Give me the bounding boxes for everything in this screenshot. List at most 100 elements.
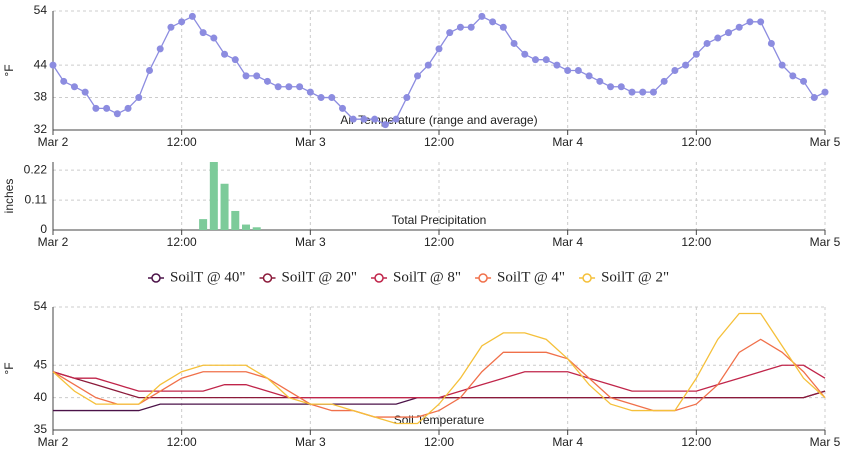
x-tick-label: Mar 4 <box>552 435 583 449</box>
x-tick-label: Mar 3 <box>295 135 326 149</box>
data-point <box>392 115 400 123</box>
data-point <box>553 61 561 69</box>
data-point <box>371 115 379 123</box>
data-point <box>767 39 775 47</box>
x-tick-label: 12:00 <box>424 435 454 449</box>
y-tick-label: 44 <box>34 57 48 71</box>
bar <box>242 224 250 230</box>
y-tick-label: 54 <box>34 3 48 17</box>
data-point <box>70 83 78 91</box>
data-point <box>156 45 164 53</box>
x-tick-label: 12:00 <box>681 235 711 249</box>
y-axis-label: °F <box>2 64 16 76</box>
data-point <box>757 18 765 26</box>
data-point <box>478 12 486 20</box>
bar <box>252 227 261 230</box>
data-point <box>199 29 207 37</box>
data-point <box>435 45 443 53</box>
series-line <box>52 364 826 399</box>
chart-title: Air Temperature (range and average) <box>340 113 537 127</box>
data-point <box>135 94 143 102</box>
data-point <box>360 115 368 123</box>
data-point <box>328 94 336 102</box>
data-point <box>671 67 679 74</box>
legend-marker <box>582 273 592 283</box>
x-tick-label: Mar 5 <box>810 235 841 249</box>
y-tick-label: 0.22 <box>24 162 48 176</box>
chart-title: Total Precipitation <box>392 213 487 227</box>
data-point <box>60 77 68 85</box>
legend-label: SoilT @ 20" <box>282 269 358 285</box>
data-point <box>649 88 657 96</box>
legend-item: SoilT @ 8" <box>371 269 461 285</box>
data-point <box>639 88 647 96</box>
data-point <box>146 67 153 74</box>
data-point <box>103 104 111 112</box>
data-point <box>521 50 529 58</box>
legend-marker <box>262 273 273 283</box>
legend-item: SoilT @ 2" <box>579 269 669 285</box>
data-point <box>510 39 518 47</box>
bar <box>231 210 240 230</box>
data-point <box>349 115 357 123</box>
x-tick-label: 12:00 <box>681 435 711 449</box>
data-point <box>735 23 743 31</box>
data-point <box>574 67 582 74</box>
data-point <box>821 88 829 96</box>
x-tick-label: Mar 4 <box>552 235 583 249</box>
data-point <box>414 72 422 80</box>
data-point <box>564 67 572 74</box>
y-tick-label: 0 <box>40 222 47 236</box>
data-point <box>242 72 250 80</box>
data-point <box>49 61 57 69</box>
data-point <box>628 88 636 96</box>
data-point <box>682 61 690 69</box>
x-tick-label: 12:00 <box>424 135 454 149</box>
legend-marker <box>151 273 161 283</box>
data-point <box>746 18 754 26</box>
data-point <box>253 72 261 80</box>
data-point <box>499 23 507 31</box>
data-point <box>467 23 475 31</box>
legend-marker <box>478 273 488 283</box>
data-point <box>585 72 593 80</box>
data-point <box>725 29 732 37</box>
legend-item: SoilT @ 20" <box>259 269 358 285</box>
data-point <box>800 77 808 85</box>
legend-label: SoilT @ 8" <box>393 269 461 285</box>
legend-item: SoilT @ 4" <box>475 269 565 285</box>
legend-label: SoilT @ 4" <box>497 269 565 285</box>
data-point <box>167 23 175 31</box>
data-point <box>81 88 89 96</box>
y-axis-label: inches <box>2 179 16 214</box>
y-tick-label: 45 <box>34 357 48 371</box>
x-tick-label: Mar 2 <box>38 435 69 449</box>
legend-marker <box>374 273 384 283</box>
data-point <box>489 18 497 26</box>
data-point <box>339 104 346 112</box>
data-point <box>92 104 100 112</box>
bar <box>199 219 208 230</box>
data-point <box>446 29 454 37</box>
bar <box>220 183 229 230</box>
data-point <box>532 56 539 64</box>
data-point <box>403 94 411 102</box>
data-point <box>113 110 121 118</box>
x-tick-label: Mar 3 <box>295 235 326 249</box>
data-point <box>124 104 132 112</box>
data-point <box>274 83 282 91</box>
data-point <box>210 34 218 42</box>
legend-label: SoilT @ 2" <box>601 269 669 285</box>
x-tick-label: Mar 3 <box>295 435 326 449</box>
y-tick-label: 0.11 <box>25 192 48 206</box>
data-point <box>542 56 550 64</box>
data-point <box>692 50 700 58</box>
chart-title: Soil Temperature <box>394 413 485 427</box>
data-point <box>810 94 818 102</box>
x-tick-label: 12:00 <box>167 435 197 449</box>
x-tick-label: 12:00 <box>167 135 197 149</box>
y-tick-label: 35 <box>34 422 48 436</box>
series-line <box>52 338 826 418</box>
data-point <box>714 34 722 42</box>
y-axis-label: °F <box>2 362 16 374</box>
